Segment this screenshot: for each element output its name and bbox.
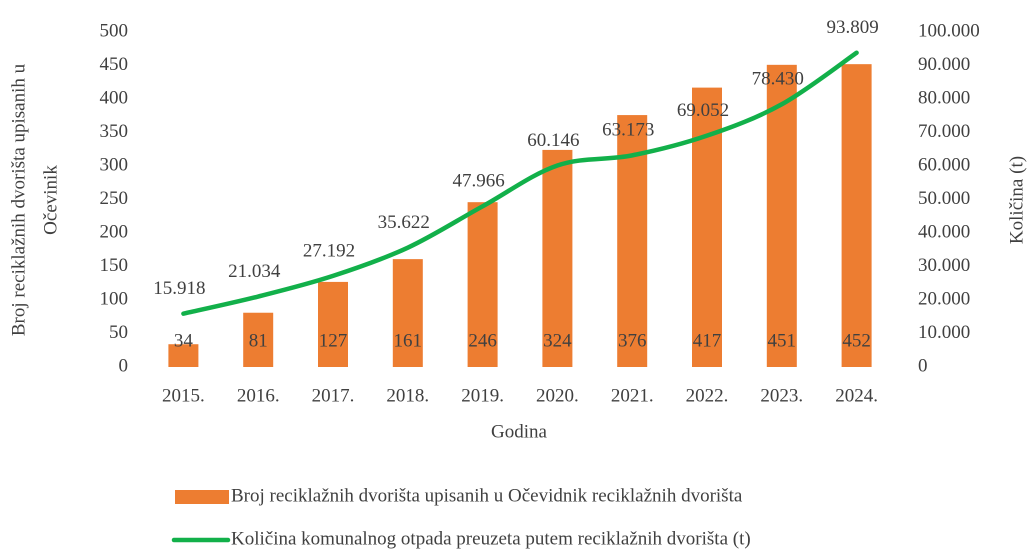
- x-tick-label: 2019.: [461, 385, 504, 406]
- x-tick-label: 2015.: [162, 385, 205, 406]
- bar: [243, 312, 274, 367]
- line-value-label: 60.146: [527, 130, 579, 151]
- bar: [841, 64, 872, 367]
- legend-label: Količina komunalnog otpada preuzeta pute…: [231, 528, 751, 549]
- line-value-label: 93.809: [826, 17, 878, 38]
- line-value-label: 27.192: [303, 240, 355, 261]
- line: [181, 50, 859, 316]
- x-axis-title: Godina: [491, 421, 548, 442]
- y-axis-title: Očevinik: [40, 165, 61, 235]
- y-tick-label: 250: [100, 188, 129, 209]
- y2-tick-label: 80.000: [918, 87, 970, 108]
- x-tick-label: 2023.: [760, 385, 803, 406]
- bar-value-label: 246: [468, 330, 497, 351]
- y2-tick-label: 0: [918, 355, 928, 376]
- y2-tick-label: 40.000: [918, 221, 970, 242]
- bar-value-label: 452: [842, 330, 871, 351]
- x-tick-label: 2020.: [536, 385, 579, 406]
- x-tick-label: 2024.: [835, 385, 878, 406]
- line-value-label: 35.622: [378, 212, 430, 233]
- y2-tick-label: 30.000: [918, 255, 970, 276]
- y-tick-label: 150: [100, 255, 129, 276]
- bar-value-label: 417: [693, 330, 722, 351]
- line-value-label: 47.966: [452, 171, 504, 192]
- bar: [168, 344, 199, 367]
- y-tick-label: 500: [100, 20, 129, 41]
- y2-tick-label: 10.000: [918, 322, 970, 343]
- y-tick-label: 100: [100, 288, 129, 309]
- x-tick-label: 2021.: [611, 385, 654, 406]
- y2-tick-label: 90.000: [918, 54, 970, 75]
- x-tick-label: 2018.: [386, 385, 429, 406]
- bar-value-label: 376: [618, 330, 647, 351]
- y2-tick-label: 50.000: [918, 188, 970, 209]
- y2-tick-label: 70.000: [918, 121, 970, 142]
- y-tick-label: 300: [100, 154, 129, 175]
- y-tick-label: 50: [109, 322, 128, 343]
- bar-value-label: 127: [319, 330, 348, 351]
- legend-swatch: [175, 490, 229, 504]
- bar-value-label: 34: [174, 330, 194, 351]
- legend-label: Broj reciklažnih dvorišta upisanih u Oče…: [231, 485, 743, 506]
- bar-value-label: 324: [543, 330, 572, 351]
- bar: [542, 149, 573, 367]
- bar: [692, 87, 722, 368]
- y-tick-label: 350: [100, 121, 129, 142]
- y2-tick-label: 20.000: [918, 288, 970, 309]
- bar-value-label: 81: [249, 330, 268, 351]
- line-value-label: 21.034: [228, 261, 281, 282]
- x-tick-label: 2022.: [686, 385, 729, 406]
- bar: [467, 202, 498, 367]
- line-value-label: 78.430: [752, 69, 804, 90]
- y2-tick-label: 100.000: [918, 20, 980, 41]
- bar: [766, 64, 797, 367]
- line-value-label: 69.052: [677, 100, 729, 121]
- y-tick-label: 200: [100, 221, 129, 242]
- line-value-label: 15.918: [153, 278, 205, 299]
- x-tick-label: 2017.: [312, 385, 355, 406]
- bar-value-label: 451: [768, 330, 797, 351]
- x-tick-label: 2016.: [237, 385, 280, 406]
- line-value-label: 63.173: [602, 120, 654, 141]
- y-axis-title: Broj reciklažnih dvorišta upisanih u: [8, 63, 29, 336]
- y2-tick-label: 60.000: [918, 154, 970, 175]
- y-tick-label: 400: [100, 87, 129, 108]
- y2-axis-title: Količina (t): [1006, 156, 1027, 244]
- y-tick-label: 450: [100, 54, 129, 75]
- y-tick-label: 0: [119, 355, 129, 376]
- bar: [318, 281, 348, 367]
- bar-value-label: 161: [394, 330, 423, 351]
- bar: [392, 259, 423, 367]
